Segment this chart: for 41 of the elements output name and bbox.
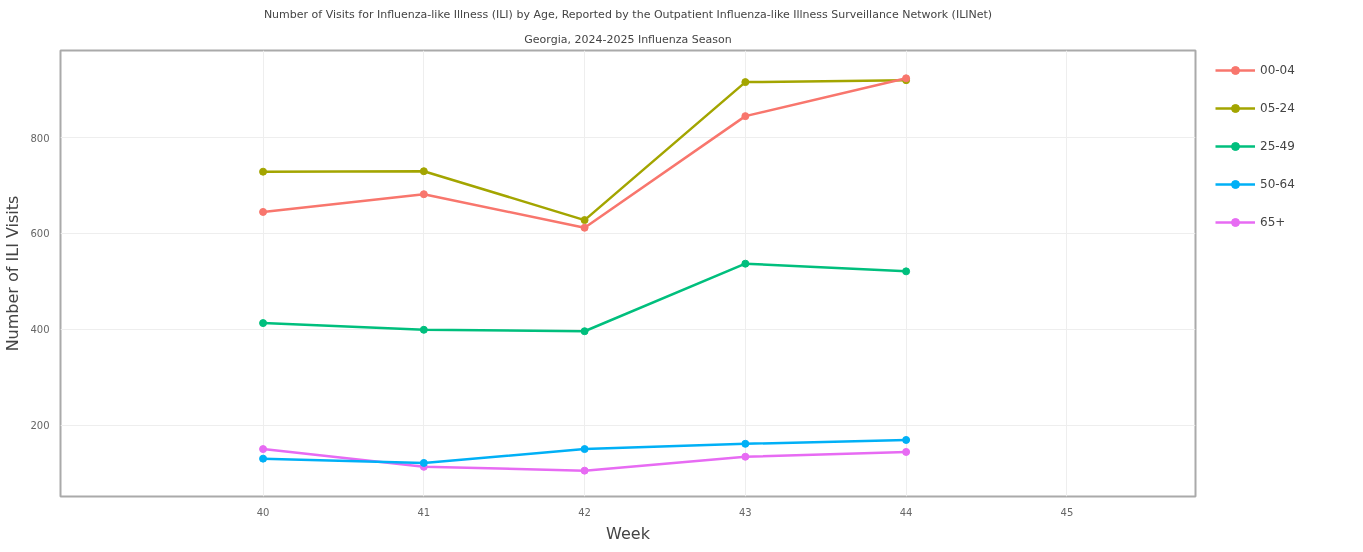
point — [259, 445, 268, 454]
point — [580, 327, 589, 336]
x-tick-label: 40 — [256, 506, 270, 518]
y-axis-title: Number of ILI Visits — [3, 195, 23, 352]
point — [902, 435, 911, 444]
x-tick-label: 45 — [1060, 506, 1074, 518]
y-tick-label: 600 — [30, 228, 50, 240]
y-tick-label: 800 — [30, 132, 50, 144]
point — [419, 190, 428, 199]
point — [741, 452, 750, 461]
legend-label: 05-24 — [1260, 101, 1295, 115]
legend-label: 25-49 — [1260, 139, 1295, 153]
point — [580, 466, 589, 475]
point — [741, 112, 750, 121]
y-tick-label: 200 — [30, 420, 50, 432]
point — [259, 319, 268, 328]
x-axis-title: Week — [606, 523, 651, 543]
point — [259, 454, 268, 463]
x-tick-label: 44 — [899, 506, 913, 518]
point — [902, 267, 911, 276]
point — [741, 439, 750, 448]
y-tick-label: 400 — [30, 324, 50, 336]
point — [580, 216, 589, 225]
chart-subtitle: Georgia, 2024-2025 Influenza Season — [524, 32, 732, 46]
legend-label: 50-64 — [1260, 177, 1295, 191]
point — [419, 167, 428, 176]
point — [419, 458, 428, 467]
point — [580, 445, 589, 454]
legend-label: 65+ — [1260, 215, 1286, 229]
x-tick-label: 43 — [739, 506, 752, 518]
point — [902, 447, 911, 456]
point — [259, 207, 268, 216]
point — [259, 167, 268, 176]
point — [419, 325, 428, 334]
point — [580, 223, 589, 232]
point — [741, 259, 750, 268]
x-tick-label: 41 — [417, 506, 431, 518]
chart-title: Number of Visits for Influenza-like Illness (ILI) by Age, Reported by the Outpatient Influenza-like Illness Surveillance Network (ILINet) — [263, 7, 993, 21]
legend-label: 00-04 — [1260, 63, 1295, 77]
point — [741, 78, 750, 87]
x-tick-label: 42 — [578, 506, 591, 518]
